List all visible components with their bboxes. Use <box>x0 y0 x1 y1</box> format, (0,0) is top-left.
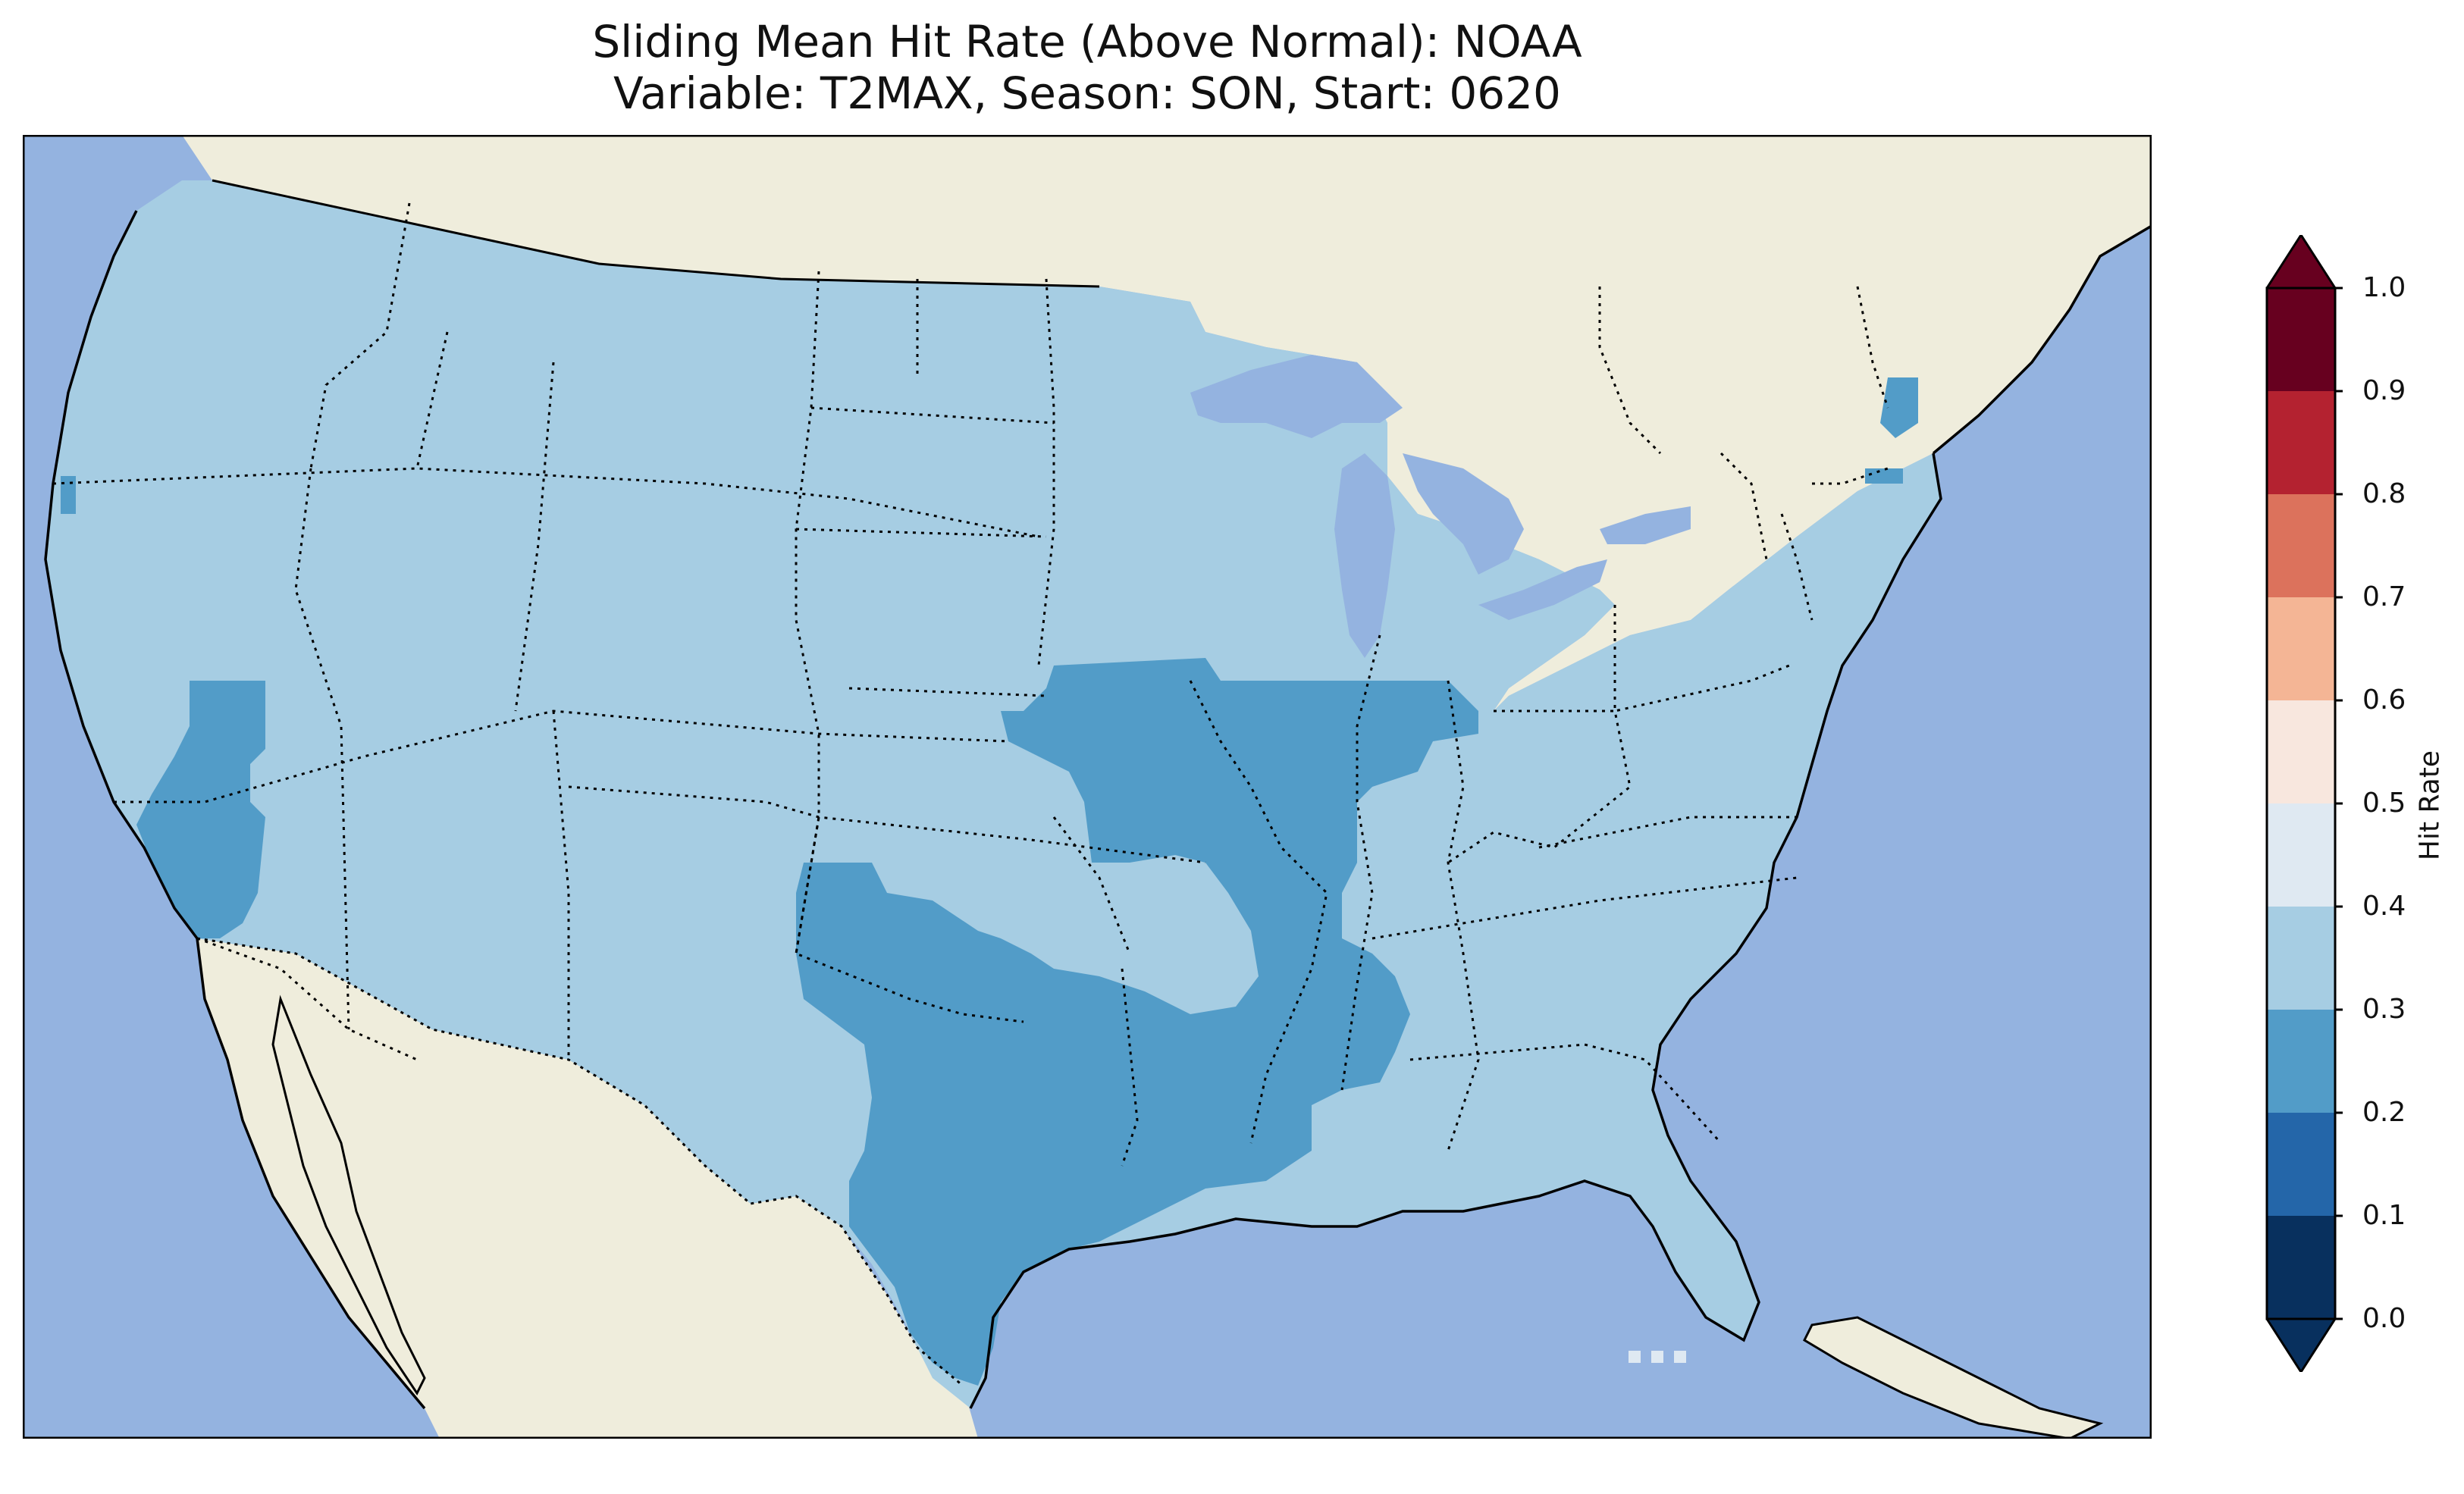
colorbar-bin <box>2267 288 2335 391</box>
central-plains-low-patch <box>796 658 1478 1386</box>
coastline <box>196 938 426 1410</box>
cuba-land <box>1803 1316 2104 1439</box>
mass-low-patch <box>1865 468 1903 484</box>
florida-straits-high-cell <box>1629 1351 1641 1363</box>
colorbar-bin <box>2267 700 2335 803</box>
colorbar-tick-label: 0.4 <box>2362 891 2406 922</box>
lake-superior <box>1190 355 1403 438</box>
colorbar <box>2265 235 2343 1372</box>
us-land <box>45 180 1941 1408</box>
colorbar-tick-label: 0.1 <box>2362 1200 2406 1231</box>
colorbar-tick-label: 0.3 <box>2362 994 2406 1025</box>
oregon-coast-patch <box>61 476 76 514</box>
coastline <box>1932 224 2152 455</box>
canada-land <box>182 135 2152 711</box>
chart-title-line1: Sliding Mean Hit Rate (Above Normal): NO… <box>592 16 1582 67</box>
colorbar-tick-label: 0.5 <box>2362 788 2406 819</box>
colorbar-tick-label: 0.9 <box>2362 375 2406 406</box>
colorbar-over-arrow <box>2267 235 2335 288</box>
lake-erie <box>1478 559 1607 620</box>
coastline <box>44 210 199 940</box>
colorbar-bin <box>2267 597 2335 700</box>
national-border <box>196 937 964 1387</box>
colorbar-frame <box>2265 235 2337 289</box>
colorbar-title: Hit Rate <box>2414 750 2446 861</box>
baja-land <box>271 994 426 1395</box>
lake-huron <box>1403 453 1524 575</box>
lake-michigan <box>1334 453 1395 658</box>
california-low-patch <box>136 681 265 938</box>
colorbar-frame <box>2265 1318 2337 1372</box>
colorbar-bin <box>2267 907 2335 1010</box>
colorbar-tick-label: 0.0 <box>2362 1303 2406 1334</box>
colorbar-bin <box>2267 391 2335 494</box>
us-map <box>23 135 2152 1439</box>
florida-straits-high-cell <box>1674 1351 1686 1363</box>
colorbar-tick-label: 0.6 <box>2362 684 2406 716</box>
coastline <box>969 453 1942 1409</box>
colorbar-tick-label: 0.7 <box>2362 581 2406 612</box>
florida-straits-high-cell <box>1651 1351 1663 1363</box>
colorbar-tick-label: 1.0 <box>2362 272 2406 303</box>
lake-ontario <box>1600 506 1691 544</box>
colorbar-bin <box>2267 494 2335 597</box>
new-england-low-patch <box>1880 377 1918 438</box>
colorbar-bin <box>2267 1113 2335 1216</box>
colorbar-bin <box>2267 803 2335 907</box>
colorbar-under-arrow <box>2267 1319 2335 1372</box>
map-frame <box>23 135 2152 1439</box>
state-borders <box>52 202 1889 1167</box>
colorbar-tick-label: 0.8 <box>2362 478 2406 509</box>
colorbar-bin <box>2267 1216 2335 1319</box>
colorbar-bin <box>2267 1010 2335 1113</box>
chart-title-line2: Variable: T2MAX, Season: SON, Start: 062… <box>613 67 1561 119</box>
colorbar-tick-label: 0.2 <box>2362 1097 2406 1128</box>
